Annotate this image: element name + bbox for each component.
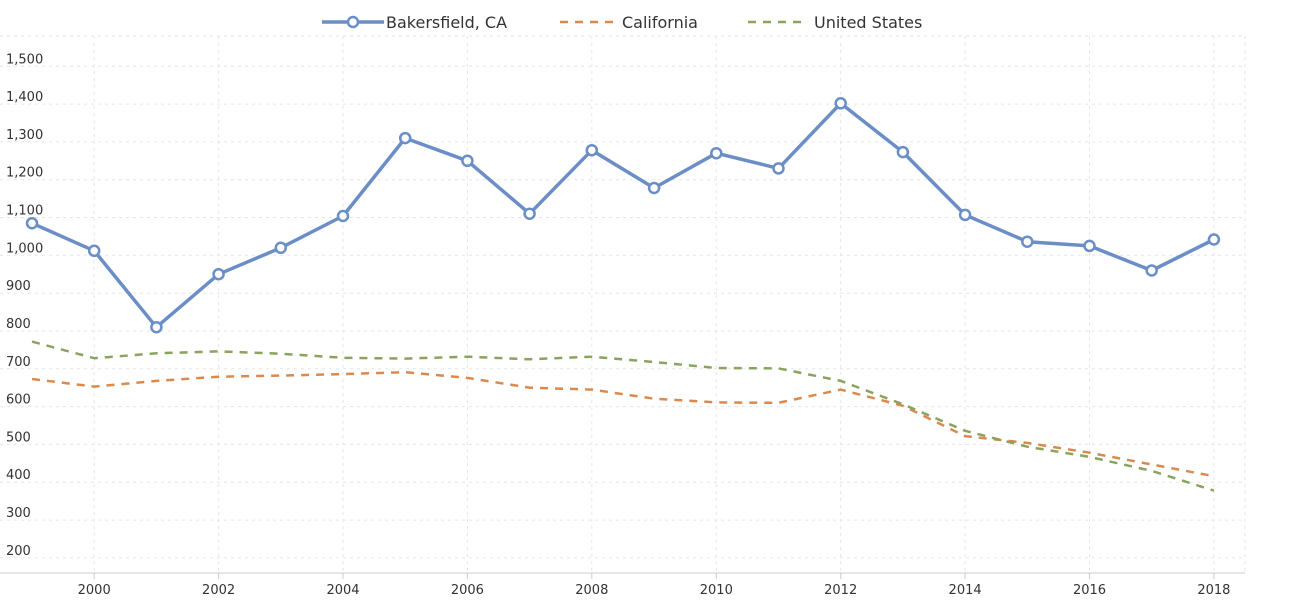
legend-item-series-2[interactable]: United States	[748, 6, 922, 38]
data-point-0-9[interactable]	[587, 145, 597, 155]
legend-item-series-0[interactable]: Bakersfield, CA	[322, 6, 507, 38]
y-tick-label-6: 800	[6, 317, 31, 332]
x-tick-label-1: 2002	[202, 583, 235, 598]
data-point-0-2[interactable]	[151, 322, 161, 332]
data-point-0-19[interactable]	[1209, 235, 1219, 245]
y-tick-label-2: 400	[6, 468, 31, 483]
data-point-0-10[interactable]	[649, 183, 659, 193]
data-point-0-18[interactable]	[1147, 266, 1157, 276]
data-point-0-4[interactable]	[276, 243, 286, 253]
data-point-0-7[interactable]	[462, 156, 472, 166]
data-point-0-15[interactable]	[960, 210, 970, 220]
data-point-0-3[interactable]	[214, 269, 224, 279]
y-tick-label-11: 1,300	[6, 128, 43, 143]
y-tick-label-5: 700	[6, 355, 31, 370]
y-tick-label-8: 1,000	[6, 241, 43, 256]
x-tick-label-8: 2016	[1073, 583, 1106, 598]
legend-swatch-series-1	[560, 12, 622, 32]
data-point-0-12[interactable]	[774, 163, 784, 173]
y-tick-label-1: 300	[6, 506, 31, 521]
legend-label-series-0: Bakersfield, CA	[386, 13, 507, 32]
y-tick-label-4: 600	[6, 393, 31, 408]
x-tick-label-4: 2008	[575, 583, 608, 598]
y-tick-label-10: 1,200	[6, 166, 43, 181]
data-point-0-6[interactable]	[400, 133, 410, 143]
legend-label-series-2: United States	[814, 13, 922, 32]
series-1	[32, 372, 1214, 476]
grid	[0, 36, 1245, 573]
y-tick-label-3: 500	[6, 430, 31, 445]
y-tick-label-9: 1,100	[6, 204, 43, 219]
series-group	[27, 98, 1219, 490]
y-tick-label-13: 1,500	[6, 52, 43, 67]
x-tick-label-6: 2012	[824, 583, 857, 598]
series-2	[32, 342, 1214, 491]
data-point-0-8[interactable]	[525, 209, 535, 219]
series-line-1	[32, 372, 1214, 476]
series-0	[27, 98, 1219, 332]
data-point-0-17[interactable]	[1085, 241, 1095, 251]
x-tick-label-9: 2018	[1197, 583, 1230, 598]
x-tick-label-5: 2010	[700, 583, 733, 598]
y-tick-label-7: 900	[6, 279, 31, 294]
legend-label-series-1: California	[622, 13, 698, 32]
data-point-0-1[interactable]	[89, 246, 99, 256]
x-tick-label-7: 2014	[949, 583, 982, 598]
data-point-0-5[interactable]	[338, 211, 348, 221]
data-point-0-11[interactable]	[711, 148, 721, 158]
legend: Bakersfield, CA California United States	[0, 6, 1304, 38]
y-tick-label-12: 1,400	[6, 90, 43, 105]
data-point-0-16[interactable]	[1022, 237, 1032, 247]
data-point-0-14[interactable]	[898, 147, 908, 157]
data-point-0-13[interactable]	[836, 98, 846, 108]
legend-swatch-series-2	[748, 12, 814, 32]
legend-swatch-series-0	[322, 12, 386, 32]
series-line-2	[32, 342, 1214, 491]
legend-item-series-1[interactable]: California	[560, 6, 698, 38]
x-tick-label-2: 2004	[326, 583, 359, 598]
y-axis-ticks: 200 300 400 500 600 700 800 900 1,000 1,100 1,200 1…	[6, 52, 43, 559]
y-tick-label-0: 200	[6, 544, 31, 559]
x-axis-ticks: 2000 2002 2004 2006 2008 2010 2012 2014 2016 2018	[78, 573, 1231, 598]
x-tick-label-3: 2006	[451, 583, 484, 598]
x-tick-label-0: 2000	[78, 583, 111, 598]
data-point-0-0[interactable]	[27, 218, 37, 228]
